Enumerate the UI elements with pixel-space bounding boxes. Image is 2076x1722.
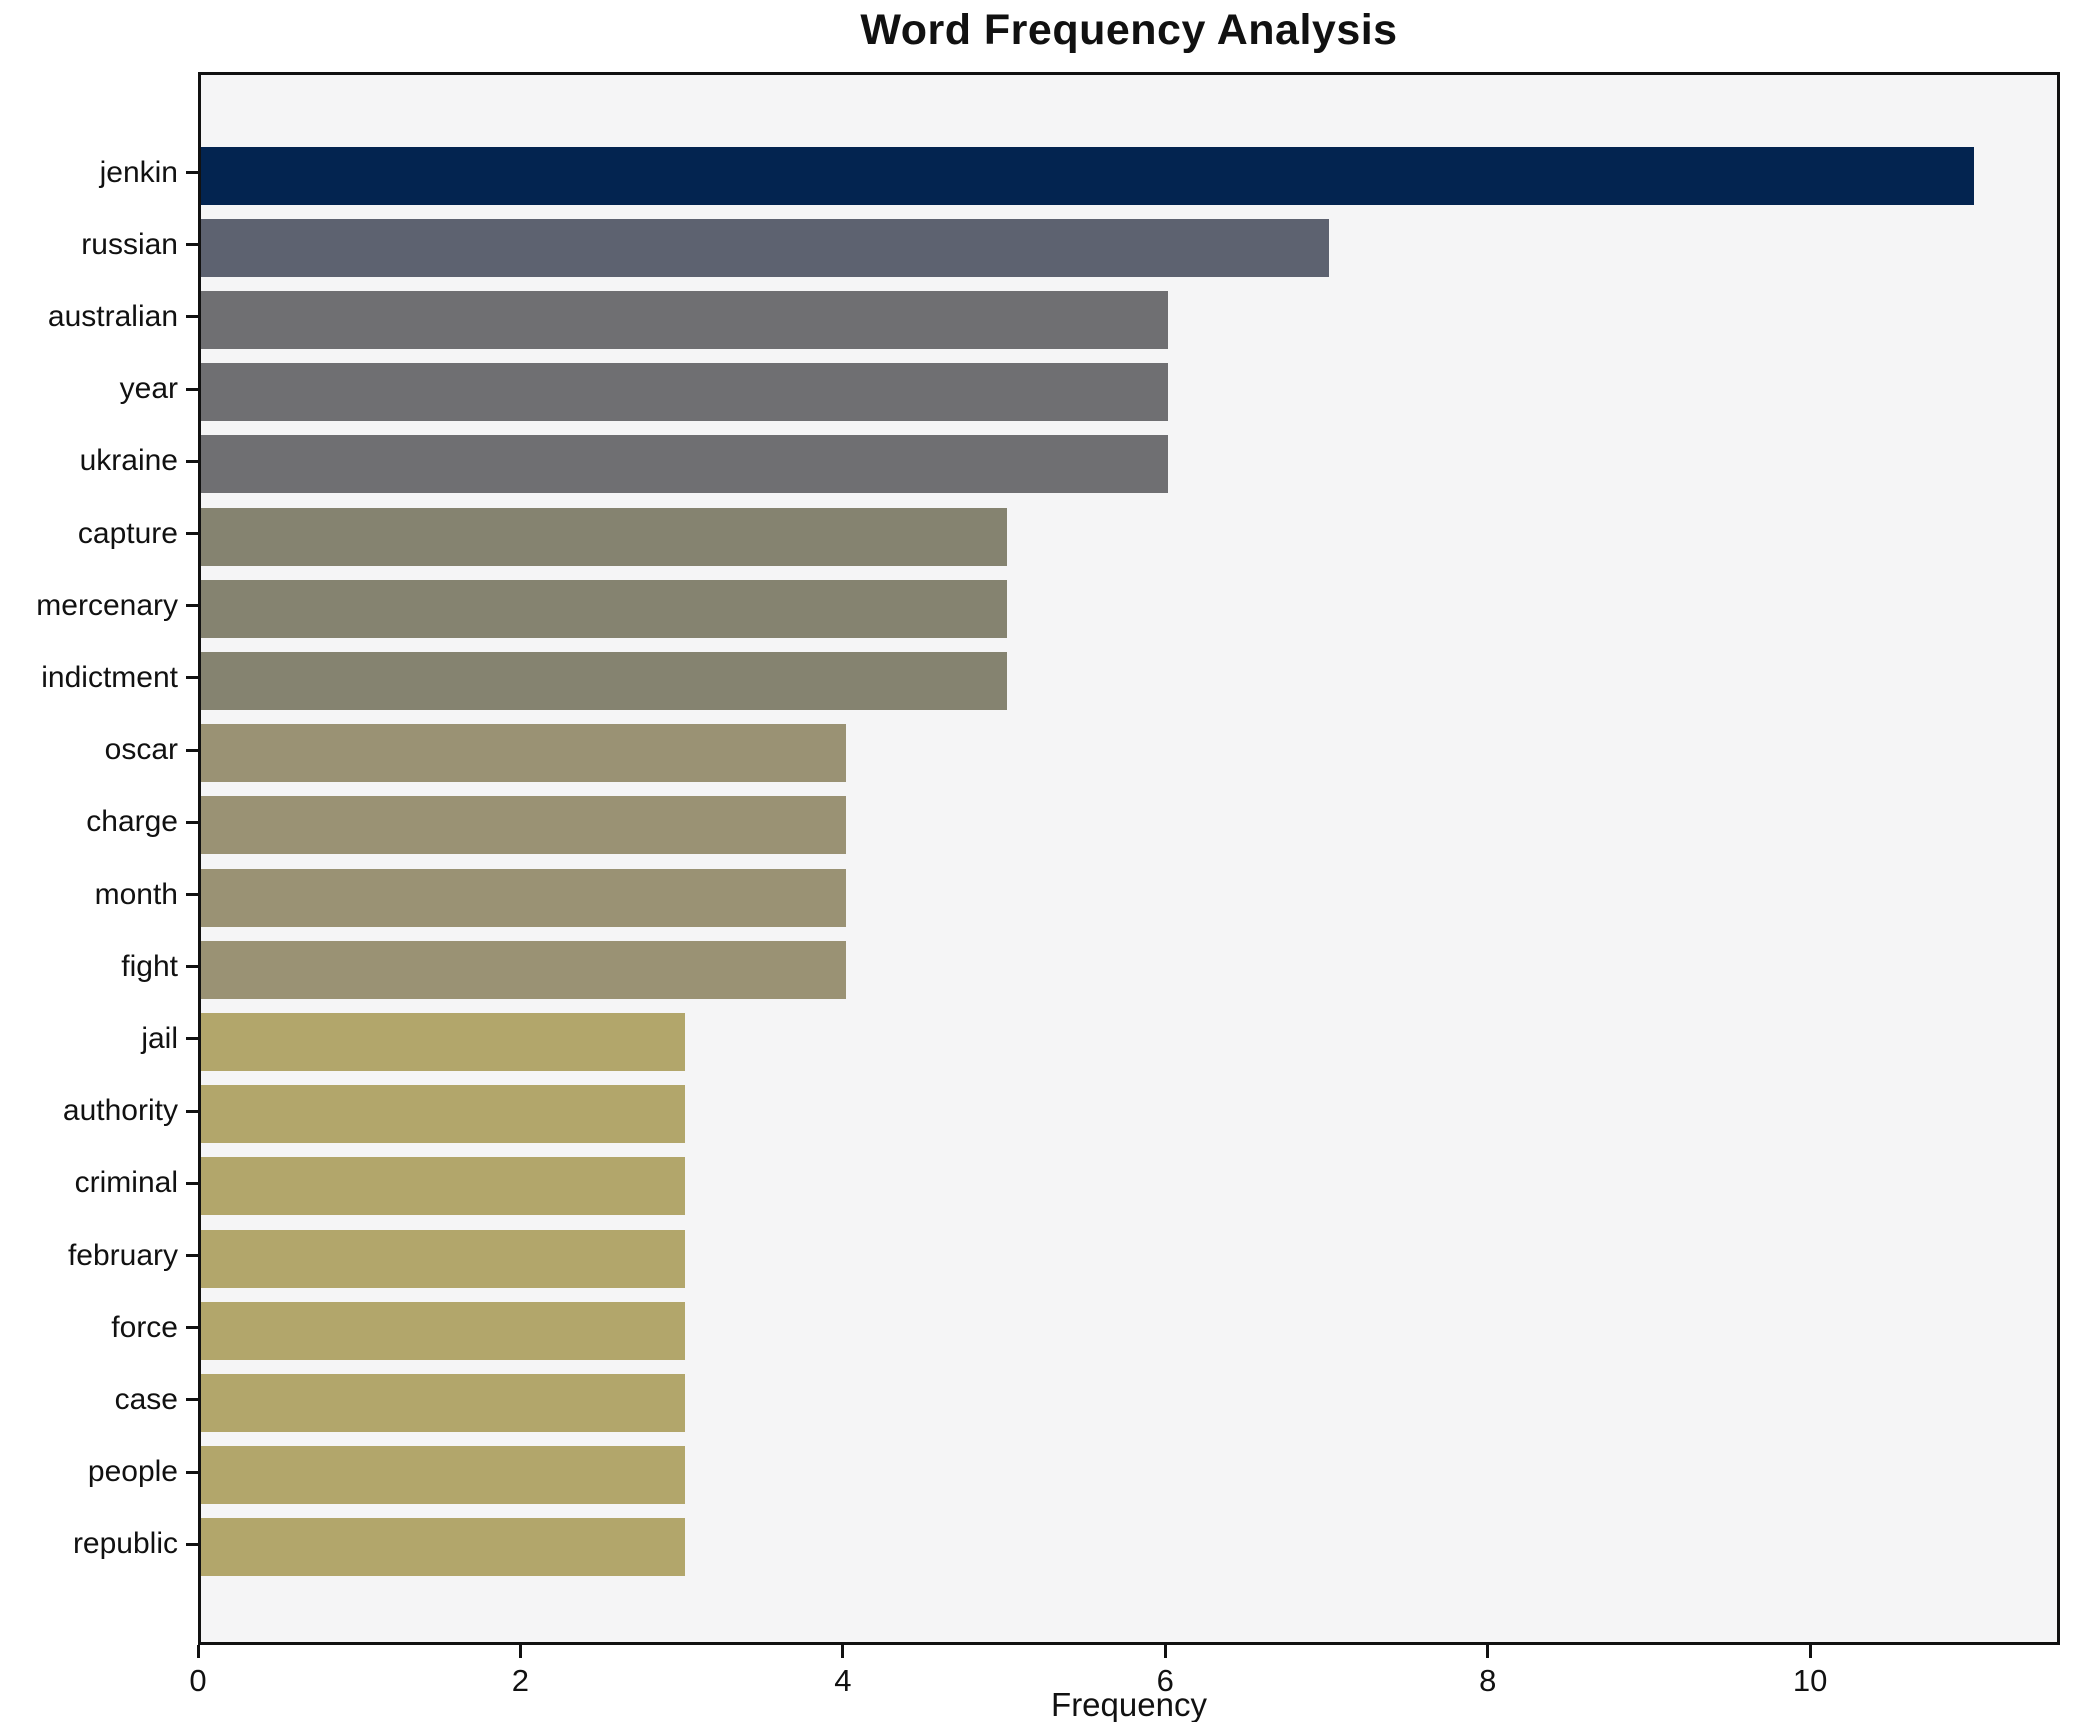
- bar-oscar: [201, 724, 846, 783]
- x-tick-label-4: 4: [834, 1663, 852, 1698]
- y-tick-label-year: year: [119, 372, 178, 406]
- y-tick-label-mercenary: mercenary: [36, 588, 178, 622]
- bar-force: [201, 1301, 685, 1360]
- bar-criminal: [201, 1157, 685, 1216]
- y-tick-label-russian: russian: [81, 227, 178, 261]
- chart-title: Word Frequency Analysis: [860, 6, 1398, 54]
- bar-russian: [201, 218, 1330, 277]
- x-tick-mark: [841, 1645, 845, 1658]
- x-tick-label-2: 2: [511, 1663, 530, 1698]
- y-tick-mark: [186, 459, 198, 463]
- y-tick-mark: [186, 315, 198, 319]
- x-tick-mark: [1808, 1645, 1812, 1658]
- y-tick-label-oscar: oscar: [104, 733, 178, 767]
- y-tick-label-jenkin: jenkin: [99, 155, 178, 189]
- x-tick-mark: [518, 1645, 522, 1658]
- x-tick-label-8: 8: [1479, 1663, 1497, 1698]
- y-tick-mark: [186, 676, 198, 680]
- y-tick-label-capture: capture: [77, 516, 178, 550]
- bar-case: [201, 1373, 685, 1432]
- x-tick-mark: [1486, 1645, 1490, 1658]
- bar-ukraine: [201, 435, 1169, 494]
- y-tick-mark: [186, 604, 198, 608]
- y-tick-mark: [186, 387, 198, 391]
- y-tick-label-ukraine: ukraine: [79, 444, 178, 478]
- plot-area: [198, 72, 2060, 1645]
- y-tick-mark: [186, 532, 198, 535]
- y-tick-label-month: month: [94, 877, 178, 911]
- x-tick-label-6: 6: [1156, 1663, 1174, 1698]
- bar-february: [201, 1229, 685, 1288]
- x-tick-mark: [1163, 1645, 1167, 1658]
- bar-charge: [201, 796, 846, 855]
- bar-fight: [201, 940, 846, 999]
- bar-authority: [201, 1085, 685, 1144]
- y-tick-label-australian: australian: [47, 299, 178, 333]
- x-tick-mark: [196, 1645, 200, 1658]
- y-tick-mark: [186, 820, 198, 824]
- y-tick-mark: [186, 1470, 198, 1474]
- y-tick-label-february: february: [67, 1238, 178, 1272]
- x-axis-label: Frequency: [1051, 1686, 1207, 1722]
- bar-capture: [201, 507, 1008, 566]
- bar-republic: [201, 1518, 685, 1577]
- bar-indictment: [201, 651, 1008, 710]
- y-tick-label-fight: fight: [121, 949, 178, 983]
- y-tick-mark: [186, 748, 198, 752]
- y-tick-mark: [186, 171, 198, 174]
- bar-jail: [201, 1012, 685, 1071]
- y-tick-mark: [186, 1398, 198, 1402]
- y-tick-label-case: case: [114, 1382, 178, 1416]
- bar-month: [201, 868, 846, 927]
- y-tick-mark: [186, 1542, 198, 1546]
- y-tick-label-charge: charge: [86, 805, 178, 839]
- bar-people: [201, 1446, 685, 1505]
- y-tick-mark: [186, 965, 198, 969]
- y-tick-mark: [186, 1109, 198, 1113]
- bar-australian: [201, 290, 1169, 349]
- y-tick-mark: [186, 893, 198, 896]
- y-tick-label-indictment: indictment: [41, 660, 178, 694]
- y-tick-label-criminal: criminal: [74, 1166, 178, 1200]
- y-tick-mark: [186, 1326, 198, 1330]
- y-tick-mark: [186, 243, 198, 247]
- y-tick-label-force: force: [111, 1310, 178, 1344]
- x-tick-label-10: 10: [1792, 1663, 1828, 1698]
- y-tick-mark: [186, 1181, 198, 1185]
- y-tick-mark: [186, 1254, 198, 1257]
- y-tick-label-people: people: [87, 1455, 178, 1489]
- bar-year: [201, 363, 1169, 422]
- y-tick-label-jail: jail: [141, 1021, 178, 1055]
- x-tick-label-0: 0: [189, 1663, 207, 1698]
- bar-jenkin: [201, 146, 1975, 205]
- y-tick-label-authority: authority: [62, 1094, 178, 1128]
- y-tick-mark: [186, 1037, 198, 1041]
- bar-mercenary: [201, 579, 1008, 638]
- y-tick-label-republic: republic: [72, 1527, 178, 1561]
